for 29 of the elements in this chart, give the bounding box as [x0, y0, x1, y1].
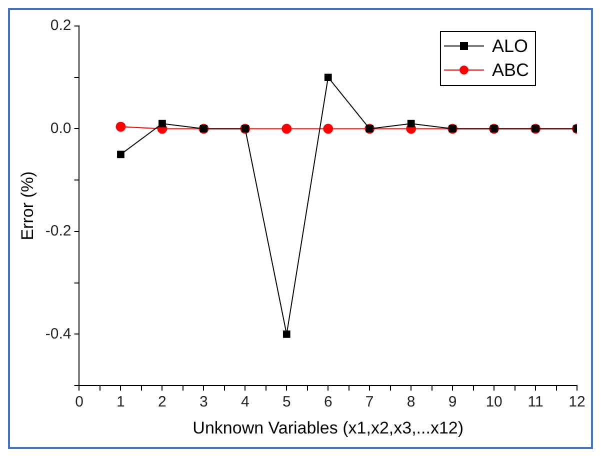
x-tick-label: 9	[448, 394, 457, 411]
point	[116, 122, 126, 132]
point	[282, 330, 290, 338]
point	[323, 124, 334, 134]
legend-label: ABC	[492, 60, 530, 80]
y-tick-label: 0.2	[50, 17, 72, 34]
x-tick-label: 5	[282, 394, 291, 411]
y-tick-label: -0.4	[45, 325, 72, 342]
x-axis-title: Unknown Variables (x1,x2,x3,...x12)	[192, 418, 464, 438]
x-tick-label: 3	[200, 394, 208, 411]
x-tick-label: 4	[240, 394, 250, 411]
point	[158, 120, 166, 128]
x-tick-label: 8	[406, 394, 416, 411]
y-tick-label: 0.0	[50, 120, 72, 137]
x-tick-label: 11	[528, 394, 544, 411]
y-tick-label: -0.2	[45, 222, 72, 240]
point	[324, 74, 332, 82]
x-tick-label: 6	[324, 394, 332, 411]
x-tick-label: 12	[568, 394, 586, 411]
legend-label: ALO	[492, 36, 528, 56]
x-tick-label: 10	[486, 394, 502, 411]
x-tick-label: 1	[116, 394, 125, 411]
point	[117, 150, 124, 158]
x-tick-label: 0	[75, 394, 84, 411]
y-axis-title: Error (%)	[18, 171, 37, 240]
point	[282, 124, 292, 134]
x-tick-label: 2	[158, 394, 166, 411]
x-tick-label: 7	[365, 394, 374, 411]
point	[407, 120, 415, 128]
